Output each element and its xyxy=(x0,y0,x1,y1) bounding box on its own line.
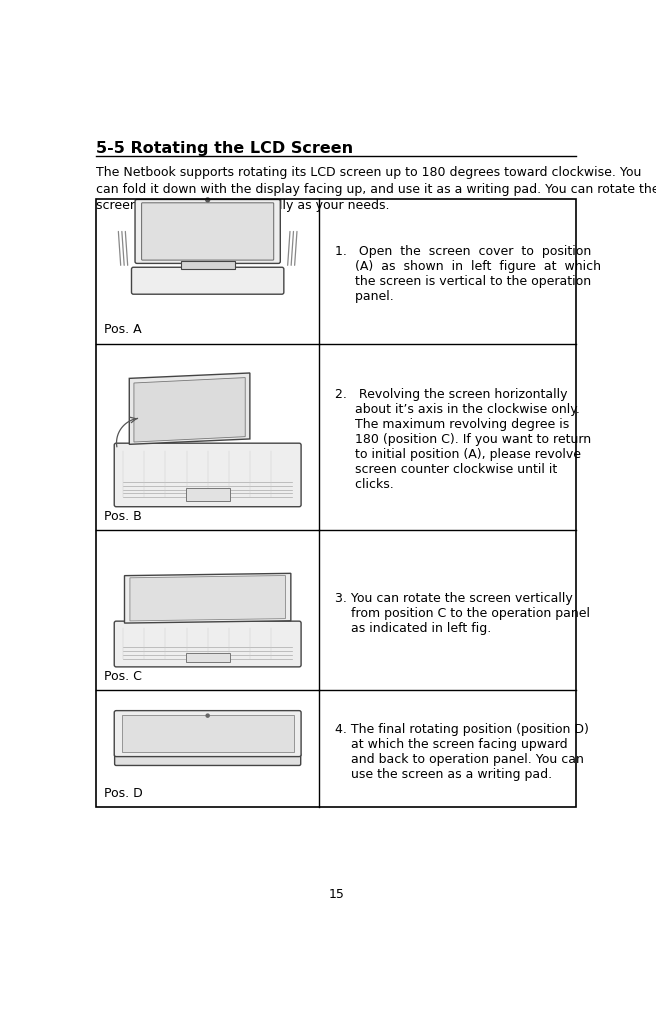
Text: screen horizontally or vertically as your needs.: screen horizontally or vertically as you… xyxy=(96,199,390,212)
FancyBboxPatch shape xyxy=(114,443,301,507)
Bar xyxy=(186,652,230,662)
FancyBboxPatch shape xyxy=(135,200,280,263)
Text: Pos. D: Pos. D xyxy=(104,786,142,800)
Polygon shape xyxy=(125,573,291,623)
Text: 1.   Open  the  screen  cover  to  position: 1. Open the screen cover to position xyxy=(335,246,591,258)
Bar xyxy=(121,715,294,752)
Text: can fold it down with the display facing up, and use it as a writing pad. You ca: can fold it down with the display facing… xyxy=(96,182,656,196)
FancyBboxPatch shape xyxy=(131,267,284,294)
Polygon shape xyxy=(134,378,245,442)
Text: at which the screen facing upward: at which the screen facing upward xyxy=(335,737,567,751)
Text: The maximum revolving degree is: The maximum revolving degree is xyxy=(335,419,569,431)
FancyBboxPatch shape xyxy=(114,711,301,757)
Text: about it’s axis in the clockwise only.: about it’s axis in the clockwise only. xyxy=(335,403,580,417)
Text: panel.: panel. xyxy=(335,291,394,303)
FancyBboxPatch shape xyxy=(114,622,301,667)
Text: use the screen as a writing pad.: use the screen as a writing pad. xyxy=(335,768,552,780)
Polygon shape xyxy=(129,373,250,444)
Text: and back to operation panel. You can: and back to operation panel. You can xyxy=(335,753,584,766)
Text: from position C to the operation panel: from position C to the operation panel xyxy=(335,606,590,620)
Text: The Netbook supports rotating its LCD screen up to 180 degrees toward clockwise.: The Netbook supports rotating its LCD sc… xyxy=(96,166,642,179)
Text: Pos. A: Pos. A xyxy=(104,324,141,336)
Text: (A)  as  shown  in  left  figure  at  which: (A) as shown in left figure at which xyxy=(335,260,601,273)
Polygon shape xyxy=(130,575,285,621)
Text: 3. You can rotate the screen vertically: 3. You can rotate the screen vertically xyxy=(335,592,573,604)
Bar xyxy=(181,261,235,269)
Text: screen counter clockwise until it: screen counter clockwise until it xyxy=(335,464,557,476)
Circle shape xyxy=(206,198,210,202)
Bar xyxy=(186,487,230,501)
Text: to initial position (A), please revolve: to initial position (A), please revolve xyxy=(335,449,581,462)
Bar xyxy=(96,199,577,807)
Text: clicks.: clicks. xyxy=(335,478,394,492)
Text: 15: 15 xyxy=(328,888,344,901)
Circle shape xyxy=(206,714,209,717)
Text: 2.   Revolving the screen horizontally: 2. Revolving the screen horizontally xyxy=(335,388,567,401)
Text: Pos. C: Pos. C xyxy=(104,670,142,683)
FancyBboxPatch shape xyxy=(115,753,300,766)
Text: Pos. B: Pos. B xyxy=(104,510,142,522)
Text: 4. The final rotating position (position D): 4. The final rotating position (position… xyxy=(335,723,588,735)
Text: as indicated in left fig.: as indicated in left fig. xyxy=(335,622,491,635)
Text: the screen is vertical to the operation: the screen is vertical to the operation xyxy=(335,275,591,289)
FancyBboxPatch shape xyxy=(142,203,274,260)
Text: 5-5 Rotating the LCD Screen: 5-5 Rotating the LCD Screen xyxy=(96,141,353,157)
Text: 180 (position C). If you want to return: 180 (position C). If you want to return xyxy=(335,433,591,446)
